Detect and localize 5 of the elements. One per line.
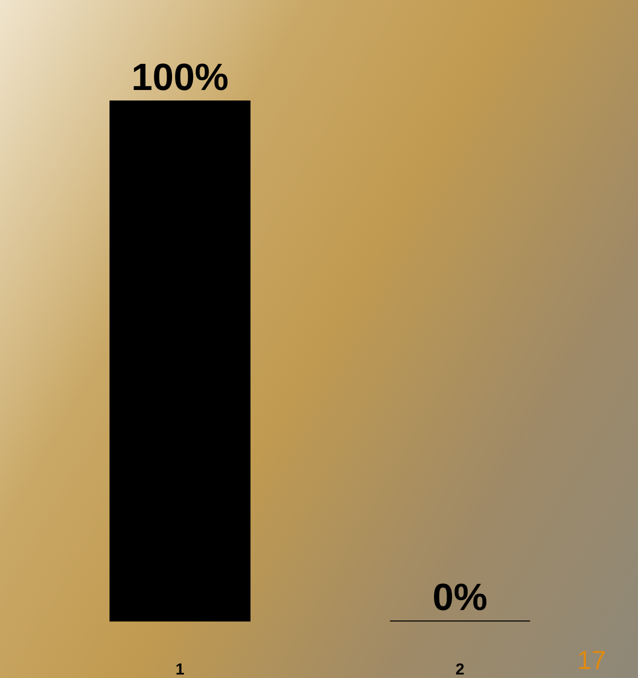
text: 17 [577,645,606,676]
x-tick-label: 2 [456,662,465,678]
x-tick-label: 1 [176,662,185,678]
data-label: 0% [432,577,488,619]
data-label: 100% [131,57,229,99]
